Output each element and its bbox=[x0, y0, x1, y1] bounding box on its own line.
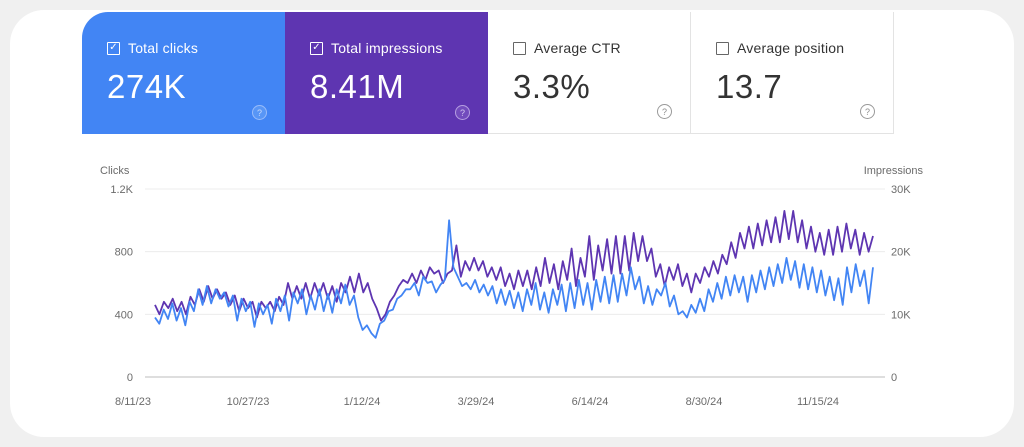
metric-header: ✓ Total clicks bbox=[107, 40, 198, 56]
y2-tick-label: 10K bbox=[891, 309, 911, 321]
y-tick-label: 0 bbox=[127, 372, 133, 384]
x-tick-label: 10/27/23 bbox=[227, 396, 270, 408]
metric-cards: ✓ Total clicks 274K ? ✓ Total impression… bbox=[82, 12, 895, 134]
metric-label: Total clicks bbox=[128, 40, 199, 56]
metric-card-average-ctr[interactable]: Average CTR 3.3% ? bbox=[488, 12, 691, 134]
metric-value: 274K bbox=[107, 68, 187, 105]
metric-label: Average position bbox=[737, 40, 845, 56]
metric-value: 3.3% bbox=[513, 68, 591, 105]
metric-card-average-position[interactable]: Average position 13.7 ? bbox=[691, 12, 894, 134]
metric-value: 8.41M bbox=[310, 68, 405, 105]
x-tick-label: 6/14/24 bbox=[572, 396, 609, 408]
x-tick-label: 11/15/24 bbox=[797, 396, 839, 408]
series-line-total-impressions bbox=[154, 209, 874, 322]
metric-header: Average CTR bbox=[513, 40, 621, 56]
help-icon[interactable]: ? bbox=[657, 104, 672, 119]
metric-label: Average CTR bbox=[534, 40, 621, 56]
y2-tick-label: 0 bbox=[891, 372, 897, 384]
help-icon[interactable]: ? bbox=[252, 105, 267, 120]
series-line-total-clicks bbox=[154, 219, 874, 339]
metric-card-total-impressions[interactable]: ✓ Total impressions 8.41M ? bbox=[285, 12, 488, 134]
help-icon[interactable]: ? bbox=[860, 104, 875, 119]
metric-card-total-clicks[interactable]: ✓ Total clicks 274K ? bbox=[82, 12, 285, 134]
x-tick-label: 1/12/24 bbox=[344, 396, 381, 408]
x-tick-label: 8/11/23 bbox=[115, 396, 151, 408]
x-tick-label: 3/29/24 bbox=[458, 396, 495, 408]
metric-label: Total impressions bbox=[331, 40, 443, 56]
metric-header: Average position bbox=[716, 40, 844, 56]
checkbox-unchecked-icon[interactable] bbox=[513, 41, 526, 55]
y2-tick-label: 20K bbox=[891, 247, 911, 259]
y-tick-label: 800 bbox=[115, 247, 133, 259]
y-axis-title-right: Impressions bbox=[864, 165, 924, 177]
metric-value: 13.7 bbox=[716, 68, 783, 105]
y-tick-label: 1.2K bbox=[110, 184, 133, 196]
metric-header: ✓ Total impressions bbox=[310, 40, 443, 56]
checkbox-unchecked-icon[interactable] bbox=[716, 41, 729, 55]
checkbox-checked-icon[interactable]: ✓ bbox=[107, 41, 120, 55]
y-axis-title-left: Clicks bbox=[100, 165, 130, 177]
y2-tick-label: 30K bbox=[891, 184, 911, 196]
performance-panel: ✓ Total clicks 274K ? ✓ Total impression… bbox=[10, 10, 1014, 437]
checkbox-checked-icon[interactable]: ✓ bbox=[310, 41, 323, 55]
y-tick-label: 400 bbox=[115, 309, 133, 321]
x-tick-label: 8/30/24 bbox=[686, 396, 723, 408]
help-icon[interactable]: ? bbox=[455, 105, 470, 120]
